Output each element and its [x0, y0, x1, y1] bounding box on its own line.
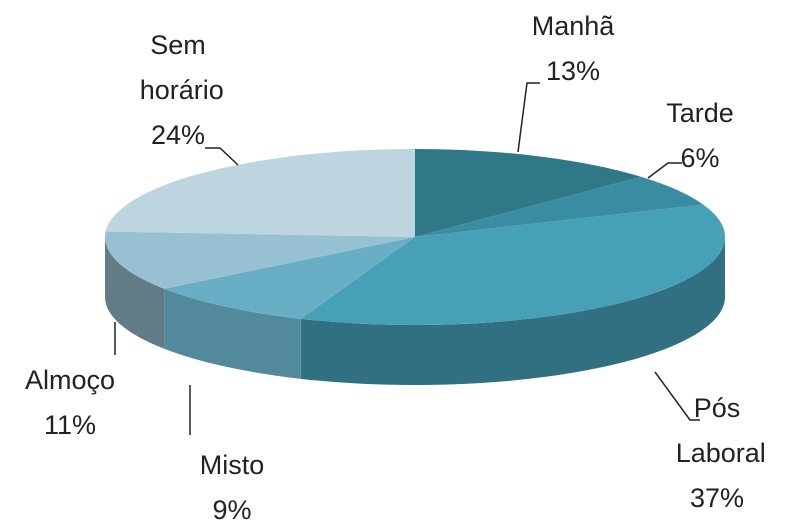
- labels: Manhã 13% Tarde 6% Pós Laboral 37% Misto 9% Almo…: [25, 11, 766, 525]
- slice-label: Pós Laboral: [668, 393, 766, 468]
- pie-slice: [415, 176, 704, 237]
- slice-label: Almoço: [25, 365, 115, 395]
- pie-slice: [415, 149, 641, 237]
- pie-slice: [164, 237, 415, 319]
- slice-label: Tarde: [666, 98, 734, 128]
- slice-value-label: 24%: [151, 120, 205, 150]
- slice-value-label: 37%: [690, 483, 744, 513]
- leader-line: [647, 162, 682, 179]
- pie-slice: [105, 149, 415, 237]
- leader-line: [517, 82, 540, 153]
- slice-value-label: 9%: [212, 495, 251, 525]
- pie-side: [300, 237, 725, 385]
- pie-side: [164, 288, 301, 379]
- pie-slice: [104, 231, 415, 289]
- leader-line: [205, 147, 239, 166]
- leader-line: [654, 371, 700, 421]
- slice-label: Sem horário: [132, 30, 224, 105]
- pie-tops: [104, 149, 725, 326]
- pie-sides: [105, 237, 725, 385]
- pie-slice: [300, 204, 725, 326]
- slice-value-label: 6%: [680, 143, 719, 173]
- slice-label: Misto: [200, 450, 265, 480]
- slice-value-label: 13%: [546, 56, 600, 86]
- slice-label: Manhã: [532, 11, 616, 41]
- slice-value-label: 11%: [44, 410, 96, 440]
- pie-side: [105, 237, 165, 349]
